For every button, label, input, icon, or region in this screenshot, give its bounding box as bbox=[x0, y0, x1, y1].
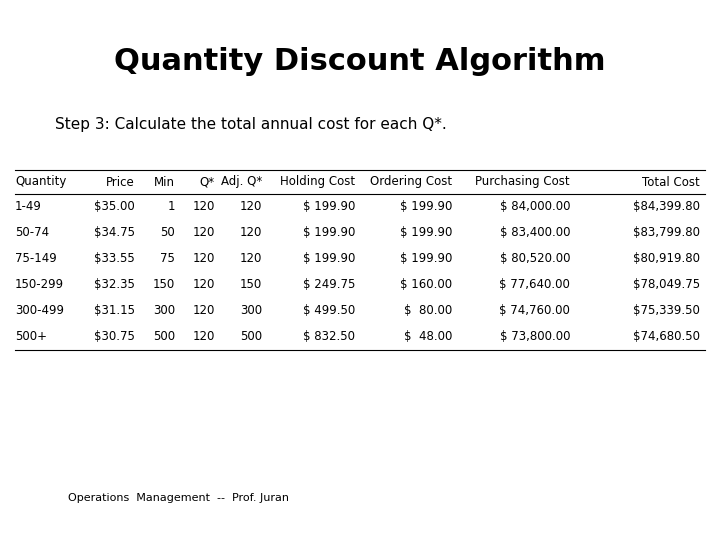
Text: Total Cost: Total Cost bbox=[642, 176, 700, 188]
Text: $ 83,400.00: $ 83,400.00 bbox=[500, 226, 570, 240]
Text: $80,919.80: $80,919.80 bbox=[633, 253, 700, 266]
Text: 120: 120 bbox=[193, 200, 215, 213]
Text: 500: 500 bbox=[153, 330, 175, 343]
Text: 1: 1 bbox=[168, 200, 175, 213]
Text: $75,339.50: $75,339.50 bbox=[633, 305, 700, 318]
Text: 120: 120 bbox=[240, 200, 262, 213]
Text: 150: 150 bbox=[153, 279, 175, 292]
Text: $32.35: $32.35 bbox=[94, 279, 135, 292]
Text: $ 84,000.00: $ 84,000.00 bbox=[500, 200, 570, 213]
Text: 1-49: 1-49 bbox=[15, 200, 42, 213]
Text: Quantity: Quantity bbox=[15, 176, 66, 188]
Text: Q*: Q* bbox=[200, 176, 215, 188]
Text: $ 199.90: $ 199.90 bbox=[400, 200, 452, 213]
Text: 500: 500 bbox=[240, 330, 262, 343]
Text: Quantity Discount Algorithm: Quantity Discount Algorithm bbox=[114, 48, 606, 77]
Text: Ordering Cost: Ordering Cost bbox=[370, 176, 452, 188]
Text: 50: 50 bbox=[161, 226, 175, 240]
Text: 120: 120 bbox=[240, 253, 262, 266]
Text: $ 80,520.00: $ 80,520.00 bbox=[500, 253, 570, 266]
Text: 150: 150 bbox=[240, 279, 262, 292]
Text: $84,399.80: $84,399.80 bbox=[633, 200, 700, 213]
Text: $78,049.75: $78,049.75 bbox=[633, 279, 700, 292]
Text: $ 77,640.00: $ 77,640.00 bbox=[499, 279, 570, 292]
Text: $ 199.90: $ 199.90 bbox=[302, 200, 355, 213]
Text: Min: Min bbox=[154, 176, 175, 188]
Text: $ 199.90: $ 199.90 bbox=[302, 226, 355, 240]
Text: 500+: 500+ bbox=[15, 330, 47, 343]
Text: $  80.00: $ 80.00 bbox=[404, 305, 452, 318]
Text: $ 499.50: $ 499.50 bbox=[302, 305, 355, 318]
Text: 120: 120 bbox=[193, 253, 215, 266]
Text: $34.75: $34.75 bbox=[94, 226, 135, 240]
Text: $ 199.90: $ 199.90 bbox=[400, 226, 452, 240]
Text: 300-499: 300-499 bbox=[15, 305, 64, 318]
Text: 75-149: 75-149 bbox=[15, 253, 57, 266]
Text: $35.00: $35.00 bbox=[94, 200, 135, 213]
Text: Purchasing Cost: Purchasing Cost bbox=[475, 176, 570, 188]
Text: Operations  Management  --  Prof. Juran: Operations Management -- Prof. Juran bbox=[68, 493, 289, 503]
Text: 75: 75 bbox=[160, 253, 175, 266]
Text: $31.15: $31.15 bbox=[94, 305, 135, 318]
Text: Step 3: Calculate the total annual cost for each Q*.: Step 3: Calculate the total annual cost … bbox=[55, 118, 446, 132]
Text: 120: 120 bbox=[240, 226, 262, 240]
Text: 120: 120 bbox=[193, 305, 215, 318]
Text: 300: 300 bbox=[240, 305, 262, 318]
Text: $ 160.00: $ 160.00 bbox=[400, 279, 452, 292]
Text: Holding Cost: Holding Cost bbox=[280, 176, 355, 188]
Text: 300: 300 bbox=[153, 305, 175, 318]
Text: Price: Price bbox=[107, 176, 135, 188]
Text: $74,680.50: $74,680.50 bbox=[633, 330, 700, 343]
Text: $ 73,800.00: $ 73,800.00 bbox=[500, 330, 570, 343]
Text: $33.55: $33.55 bbox=[94, 253, 135, 266]
Text: 150-299: 150-299 bbox=[15, 279, 64, 292]
Text: $30.75: $30.75 bbox=[94, 330, 135, 343]
Text: 120: 120 bbox=[193, 226, 215, 240]
Text: $ 832.50: $ 832.50 bbox=[303, 330, 355, 343]
Text: $  48.00: $ 48.00 bbox=[404, 330, 452, 343]
Text: $83,799.80: $83,799.80 bbox=[633, 226, 700, 240]
Text: $ 199.90: $ 199.90 bbox=[302, 253, 355, 266]
Text: Adj. Q*: Adj. Q* bbox=[221, 176, 262, 188]
Text: $ 199.90: $ 199.90 bbox=[400, 253, 452, 266]
Text: 120: 120 bbox=[193, 330, 215, 343]
Text: $ 74,760.00: $ 74,760.00 bbox=[499, 305, 570, 318]
Text: 50-74: 50-74 bbox=[15, 226, 49, 240]
Text: 120: 120 bbox=[193, 279, 215, 292]
Text: $ 249.75: $ 249.75 bbox=[302, 279, 355, 292]
